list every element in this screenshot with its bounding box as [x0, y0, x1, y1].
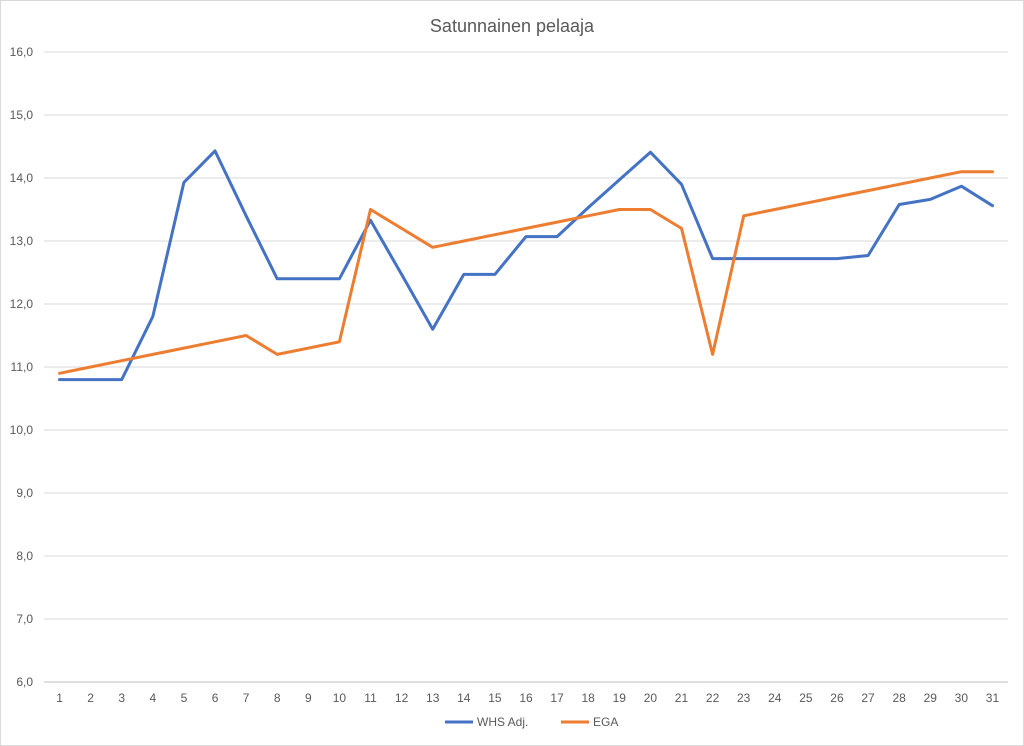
y-tick-label: 8,0 [16, 549, 33, 563]
y-tick-label: 7,0 [16, 612, 33, 626]
x-tick-label: 26 [830, 691, 844, 705]
x-tick-label: 22 [706, 691, 720, 705]
x-tick-label: 23 [737, 691, 751, 705]
y-tick-label: 15,0 [10, 108, 34, 122]
x-tick-label: 10 [333, 691, 347, 705]
legend: WHS Adj. EGA [445, 715, 618, 729]
x-tick-label: 2 [87, 691, 94, 705]
x-tick-label: 15 [488, 691, 502, 705]
y-tick-label: 11,0 [11, 360, 34, 374]
y-tick-label: 13,0 [10, 234, 34, 248]
x-tick-label: 20 [644, 691, 658, 705]
x-tick-label: 4 [149, 691, 156, 705]
y-tick-label: 10,0 [10, 423, 34, 437]
x-tick-label: 19 [613, 691, 627, 705]
series-line-whs-adj [58, 149, 994, 382]
x-tick-label: 1 [56, 691, 63, 705]
x-tick-label: 7 [243, 691, 250, 705]
x-tick-label: 12 [395, 691, 409, 705]
chart-title: Satunnainen pelaaja [430, 16, 595, 36]
y-tick-label: 9,0 [16, 486, 33, 500]
y-tick-label: 14,0 [10, 171, 34, 185]
x-tick-label: 6 [212, 691, 219, 705]
x-tick-label: 28 [892, 691, 906, 705]
x-tick-label: 24 [768, 691, 782, 705]
x-tick-label: 21 [675, 691, 689, 705]
x-tick-label: 5 [181, 691, 188, 705]
y-axis-tick-labels: 6,0 7,0 8,0 9,0 10,0 11,0 12,0 13,0 14,0 15,0 16,0 [10, 45, 34, 689]
x-tick-label: 13 [426, 691, 440, 705]
x-tick-label: 8 [274, 691, 281, 705]
x-tick-label: 25 [799, 691, 813, 705]
x-tick-label: 29 [924, 691, 938, 705]
x-tick-label: 3 [118, 691, 125, 705]
y-tick-label: 16,0 [10, 45, 34, 59]
x-tick-label: 31 [986, 691, 1000, 705]
x-tick-label: 11 [364, 691, 377, 705]
legend-label: EGA [593, 715, 618, 729]
x-tick-label: 17 [550, 691, 564, 705]
data-series [58, 149, 994, 382]
x-tick-label: 18 [582, 691, 596, 705]
x-tick-label: 16 [519, 691, 533, 705]
legend-label: WHS Adj. [477, 715, 528, 729]
x-tick-label: 9 [305, 691, 312, 705]
y-tick-label: 12,0 [10, 297, 34, 311]
x-tick-label: 27 [861, 691, 875, 705]
x-tick-label: 14 [457, 691, 471, 705]
x-tick-label: 30 [955, 691, 969, 705]
grid-lines [44, 51, 1008, 683]
x-axis-tick-labels: 1 2 3 4 5 6 7 8 9 10 11 12 13 14 15 16 17 18 19 20 21 22 23 24 2… [56, 691, 999, 705]
y-tick-label: 6,0 [16, 675, 33, 689]
series-line-ega [58, 170, 994, 375]
